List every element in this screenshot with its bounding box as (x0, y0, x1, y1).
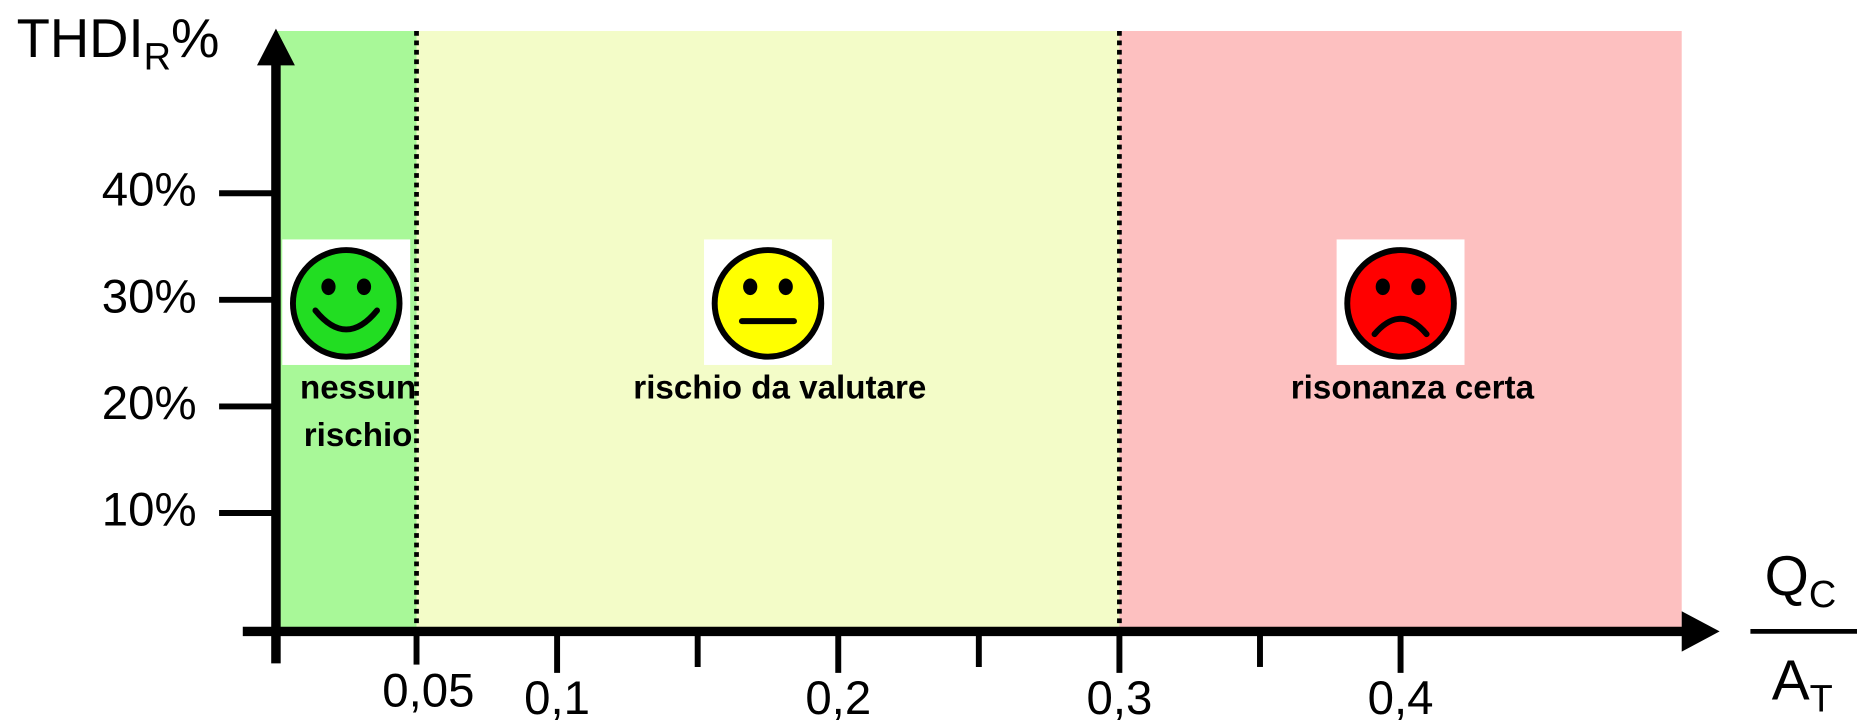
eye (321, 278, 336, 296)
x-label-den-sub: T (1810, 678, 1833, 720)
y-tick-label: 20% (102, 377, 197, 430)
x-tick-label: 0,4 (1368, 672, 1434, 724)
eye (1375, 278, 1390, 296)
x-tick-label: 0,1 (524, 672, 590, 724)
zone-label: rischio (304, 417, 413, 454)
y-axis-arrow (256, 28, 295, 66)
mouth (1371, 316, 1430, 338)
x-tick-label: 0,05 (382, 665, 474, 718)
axes: 10% 20% 30% 40% 0,05 0,1 0,2 0,3 0,4 (102, 28, 1720, 724)
x-label-numerator: QC (1765, 546, 1837, 617)
y-axis-label: THDIR% (17, 8, 220, 78)
face-icon (1336, 239, 1465, 365)
x-label-num-sub: C (1809, 574, 1836, 616)
face-icon (282, 239, 411, 365)
y-label-sub: R (144, 36, 171, 78)
zones: nessun rischio rischio da valutare risonanz… (275, 30, 1682, 632)
y-label-main: THDI (17, 8, 144, 69)
eye (778, 278, 793, 296)
eye (743, 278, 758, 296)
face (289, 247, 403, 360)
face (711, 247, 825, 360)
x-axis-arrow (1681, 611, 1720, 652)
x-label-num-main: Q (1765, 546, 1809, 609)
zone-label: risonanza certa (1291, 370, 1535, 407)
y-tick-label: 30% (102, 270, 197, 323)
x-label-den-main: A (1772, 650, 1810, 713)
x-tick-label: 0,3 (1086, 672, 1152, 724)
zone-label: nessun (300, 370, 416, 407)
y-tick-label: 10% (102, 484, 197, 537)
eye (356, 278, 372, 296)
eye (1411, 278, 1426, 296)
y-tick-label: 40% (102, 164, 197, 217)
face (1344, 247, 1457, 360)
mouth (312, 307, 380, 333)
x-axis-label: QC AT (1750, 546, 1857, 721)
x-tick-label: 0,2 (805, 672, 871, 724)
x-label-denominator: AT (1772, 650, 1833, 721)
zone-label: rischio da valutare (633, 370, 926, 407)
y-label-suffix: % (171, 8, 219, 69)
face-icon (704, 239, 832, 365)
